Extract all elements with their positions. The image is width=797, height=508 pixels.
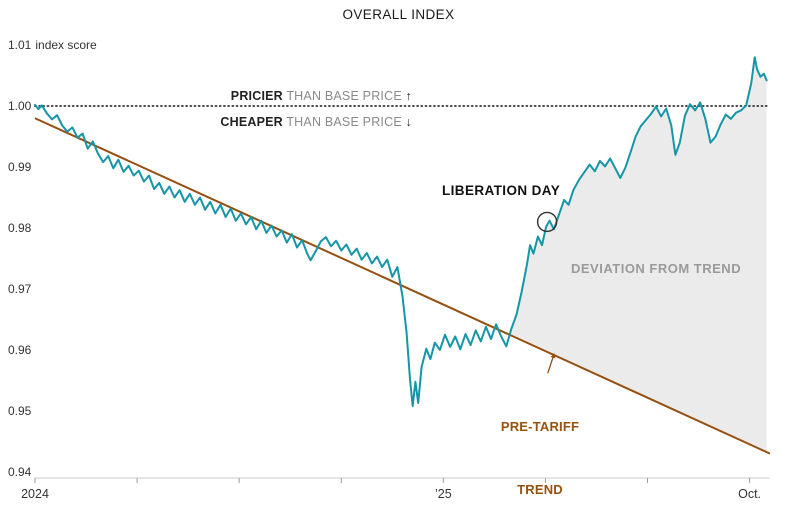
annotation-pre-tariff-line1: PRE-TARIFF	[500, 419, 580, 434]
up-arrow-icon: ↑	[405, 89, 412, 103]
y-tick-label: 0.94	[8, 465, 32, 479]
annotation-liberation-day: LIBERATION DAY	[442, 183, 561, 198]
liberation-day-marker	[536, 211, 558, 233]
y-tick-label: 0.98	[8, 221, 32, 235]
annotation-pricier-rest: THAN BASE PRICE	[282, 89, 406, 103]
annotation-pricier-label: PRICIER	[230, 89, 283, 103]
annotation-pricier: PRICIER THAN BASE PRICE ↑	[231, 89, 412, 104]
x-tick-label: Oct.	[738, 487, 761, 501]
y-tick-label: 0.97	[8, 282, 32, 296]
x-tick-label: 2024	[21, 487, 49, 501]
annotation-cheaper-rest: THAN BASE PRICE	[282, 115, 406, 129]
annotation-deviation-from-trend: DEVIATION FROM TREND	[571, 261, 742, 276]
overall-index-line	[34, 56, 768, 407]
y-tick-label: 0.96	[8, 343, 32, 357]
y-axis-unit-label: index score	[35, 38, 97, 52]
annotation-cheaper-label: CHEAPER	[220, 115, 283, 129]
x-tick-label: ’25	[435, 487, 452, 501]
annotation-pre-tariff-line2: TREND	[517, 482, 563, 497]
pre-tariff-trend-line	[34, 117, 771, 455]
deviation-area	[510, 57, 767, 453]
y-tick-label: 0.95	[8, 404, 32, 418]
annotation-cheaper: CHEAPER THAN BASE PRICE ↓	[220, 115, 412, 130]
y-tick-label: 0.99	[8, 160, 32, 174]
pre-tariff-arrowhead	[550, 353, 556, 359]
down-arrow-icon: ↓	[405, 115, 412, 129]
y-tick-label: 1.01 index score	[8, 38, 97, 52]
y-tick-label: 1.00	[8, 99, 32, 113]
annotation-pre-tariff-trend: PRE-TARIFF TREND	[494, 374, 586, 508]
chart-title: OVERALL INDEX	[342, 7, 455, 22]
